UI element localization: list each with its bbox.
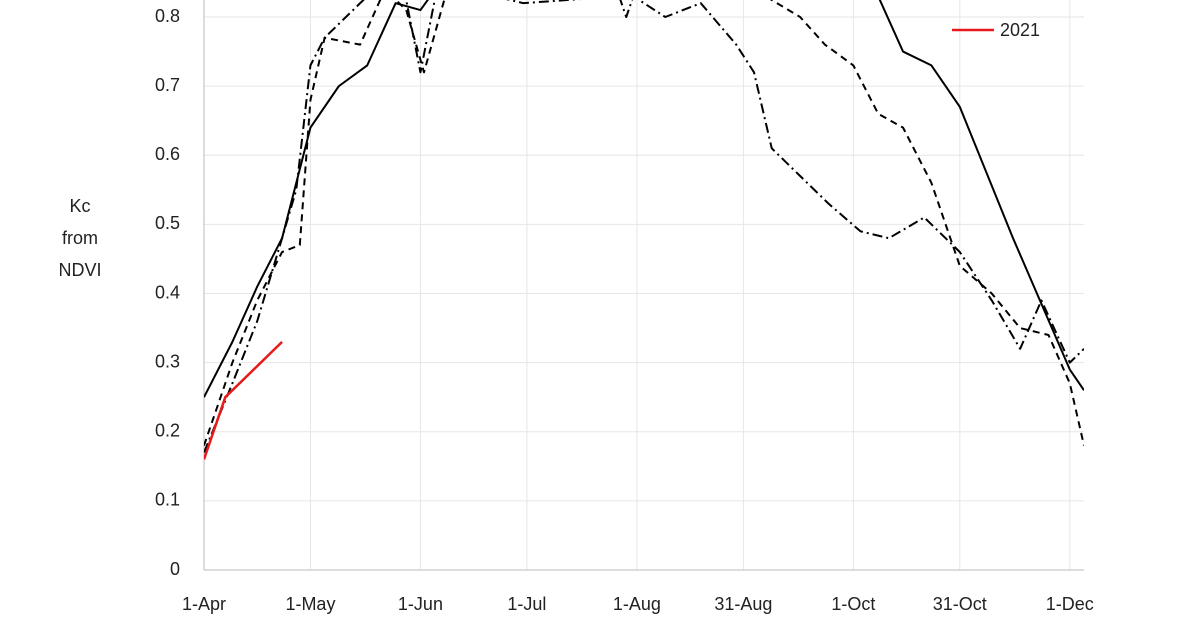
y-tick-label: 0.7: [155, 75, 180, 95]
y-tick-label: 0.6: [155, 144, 180, 164]
legend-label: 2021: [1000, 20, 1040, 40]
x-tick-label: 31-Oct: [933, 594, 987, 614]
x-tick-label: 1-Dec: [1046, 594, 1094, 614]
x-tick-label: 31-Aug: [714, 594, 772, 614]
y-axis-label: from: [62, 228, 98, 248]
series-line: [204, 0, 1084, 453]
x-tick-label: 1-Aug: [613, 594, 661, 614]
y-tick-label: 0.5: [155, 213, 180, 233]
x-tick-label: 1-May: [285, 594, 335, 614]
y-tick-label: 0.3: [155, 351, 180, 371]
series-line: [204, 0, 1084, 446]
y-tick-label: 0.8: [155, 6, 180, 26]
series-line: [204, 0, 1084, 398]
x-tick-label: 1-Jun: [398, 594, 443, 614]
x-tick-label: 1-Oct: [831, 594, 875, 614]
y-axis-label: Kc: [69, 196, 90, 216]
y-axis-label: NDVI: [58, 260, 101, 280]
series-line: [204, 340, 283, 460]
y-tick-label: 0.2: [155, 421, 180, 441]
y-tick-label: 0: [170, 559, 180, 579]
y-tick-label: 0.4: [155, 282, 180, 302]
plot-area: [204, 0, 1084, 460]
x-tick-label: 1-Apr: [182, 594, 226, 614]
y-tick-label: 0.1: [155, 490, 180, 510]
x-tick-label: 1-Jul: [507, 594, 546, 614]
